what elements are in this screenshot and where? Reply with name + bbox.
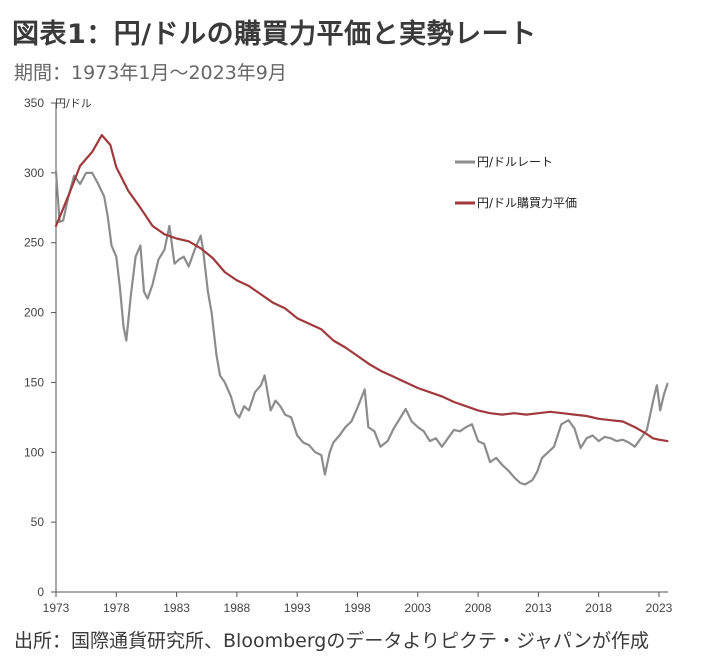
y-tick-label: 300 — [24, 166, 44, 180]
x-tick-label: 2003 — [404, 601, 431, 615]
y-tick-label: 200 — [24, 306, 44, 320]
legend-label: 円/ドル購買力平価 — [477, 196, 577, 210]
y-axis-unit-label: 円/ドル — [55, 97, 92, 110]
x-tick-label: 1993 — [284, 601, 311, 615]
chart-period: 期間：1973年1月～2023年9月 — [14, 62, 287, 84]
x-tick-label: 2008 — [465, 601, 492, 615]
x-tick-label: 1988 — [224, 601, 251, 615]
y-tick-label: 50 — [31, 515, 45, 529]
x-tick-label: 2023 — [646, 601, 673, 615]
y-tick-label: 350 — [24, 96, 44, 110]
x-tick-label: 1998 — [344, 601, 371, 615]
chart-source: 出所：国際通貨研究所、Bloombergのデータよりピクテ・ジャパンが作成 — [14, 630, 649, 652]
chart-axes: 0 50 100 150 200 250 300 350 円/ドル 1973 1978 1983 198… — [24, 96, 673, 615]
x-tick-label: 1978 — [103, 601, 130, 615]
x-tick-label: 2013 — [525, 601, 552, 615]
y-tick-label: 0 — [37, 585, 44, 599]
y-tick-label: 100 — [24, 445, 44, 459]
legend-label: 円/ドルレート — [477, 155, 553, 169]
y-tick-label: 150 — [24, 375, 44, 389]
series-line-ppp — [54, 134, 669, 443]
chart-title: 図表1：円/ドルの購買力平価と実勢レート — [12, 19, 537, 50]
series-layer — [54, 134, 669, 486]
series-line-market-rate — [54, 170, 669, 486]
y-tick-label: 250 — [24, 236, 44, 250]
x-tick-label: 1973 — [43, 601, 70, 615]
x-tick-label: 2018 — [585, 601, 612, 615]
x-tick-label: 1983 — [163, 601, 190, 615]
